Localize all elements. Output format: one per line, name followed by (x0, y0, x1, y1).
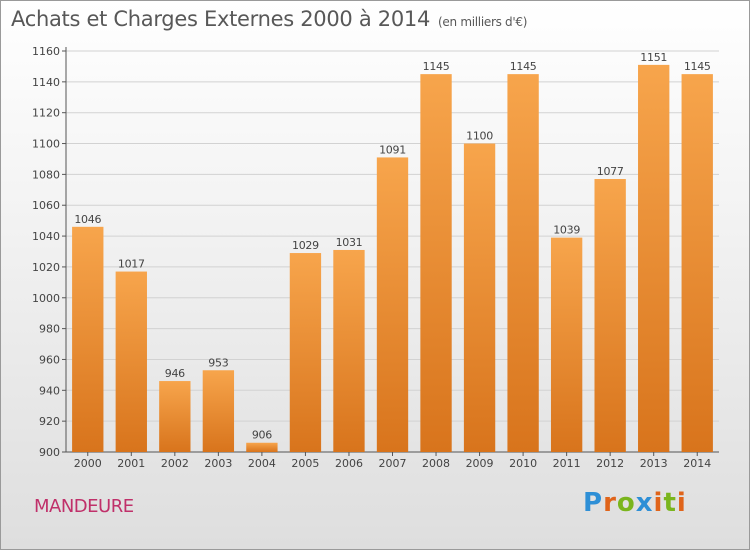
bar (463, 143, 496, 453)
y-tick-label: 960 (39, 353, 60, 366)
bar (376, 157, 409, 452)
chart-subtitle: (en milliers d'€) (438, 15, 528, 29)
data-label: 1039 (553, 224, 580, 237)
bar (202, 370, 235, 452)
logo-letter: r (603, 488, 617, 518)
proxiti-logo: Proxiti (583, 488, 687, 518)
bar (420, 74, 452, 452)
data-label: 1029 (292, 239, 319, 252)
bar (681, 74, 713, 452)
x-tick-label: 2004 (248, 457, 276, 470)
data-label: 1145 (510, 60, 537, 73)
y-tick-label: 920 (39, 415, 60, 428)
y-tick-label: 1160 (32, 45, 60, 58)
bar (115, 271, 147, 452)
x-tick-label: 2014 (683, 457, 711, 470)
logo-letter: x (635, 488, 654, 518)
y-tick-label: 1140 (32, 76, 60, 89)
bar (289, 253, 322, 452)
logo-letter: P (583, 488, 604, 518)
data-label: 906 (252, 429, 272, 442)
bar (333, 249, 365, 452)
data-label: 953 (208, 356, 228, 369)
axes: 9009209409609801000102010401060108011001… (32, 45, 719, 470)
data-label: 946 (165, 367, 185, 380)
bar (550, 237, 583, 452)
x-tick-label: 2008 (422, 457, 450, 470)
title-text: Achats et Charges Externes 2000 à 2014 (11, 7, 431, 31)
data-labels: 1046 1017 946 953 906 1029 1031 1091 1145 1100 114… (74, 51, 711, 442)
data-label: 1145 (423, 60, 450, 73)
x-tick-label: 2010 (509, 457, 537, 470)
logo-letter: i (676, 488, 687, 518)
x-tick-label: 2000 (74, 457, 102, 470)
bars (72, 64, 713, 453)
data-label: 1091 (379, 143, 406, 156)
x-tick-label: 2013 (640, 457, 668, 470)
data-label: 1151 (640, 51, 667, 64)
x-tick-label: 2009 (466, 457, 494, 470)
y-tick-label: 1100 (32, 138, 60, 151)
y-tick-label: 1120 (32, 107, 60, 120)
logo-letter: i (653, 488, 664, 518)
data-label: 1017 (118, 258, 145, 271)
y-tick-label: 900 (39, 446, 60, 459)
x-tick-label: 2006 (335, 457, 363, 470)
logo-letter: t (663, 488, 677, 518)
y-tick-label: 1020 (32, 261, 60, 274)
data-label: 1145 (684, 60, 711, 73)
y-tick-label: 980 (39, 323, 60, 336)
x-tick-label: 2007 (379, 457, 407, 470)
data-label: 1077 (597, 165, 624, 178)
bar (246, 442, 278, 452)
bar (594, 179, 626, 452)
x-tick-label: 2001 (117, 457, 145, 470)
chart-title: Achats et Charges Externes 2000 à 2014 (e… (11, 7, 527, 31)
bar (507, 74, 539, 452)
x-tick-label: 2002 (161, 457, 189, 470)
logo-letter: o (616, 488, 636, 518)
y-tick-label: 1060 (32, 199, 60, 212)
data-label: 1100 (466, 130, 493, 143)
y-tick-label: 1040 (32, 230, 60, 243)
x-tick-label: 2012 (596, 457, 624, 470)
bar (159, 381, 191, 452)
y-tick-label: 1080 (32, 168, 60, 181)
data-label: 1031 (336, 236, 363, 249)
x-tick-label: 2003 (204, 457, 232, 470)
x-tick-label: 2011 (553, 457, 581, 470)
commune-name: MANDEURE (34, 496, 134, 517)
data-label: 1046 (74, 213, 101, 226)
y-tick-label: 940 (39, 384, 60, 397)
bar (72, 226, 104, 452)
y-tick-label: 1000 (32, 292, 60, 305)
x-tick-label: 2005 (291, 457, 319, 470)
bar (638, 64, 670, 452)
